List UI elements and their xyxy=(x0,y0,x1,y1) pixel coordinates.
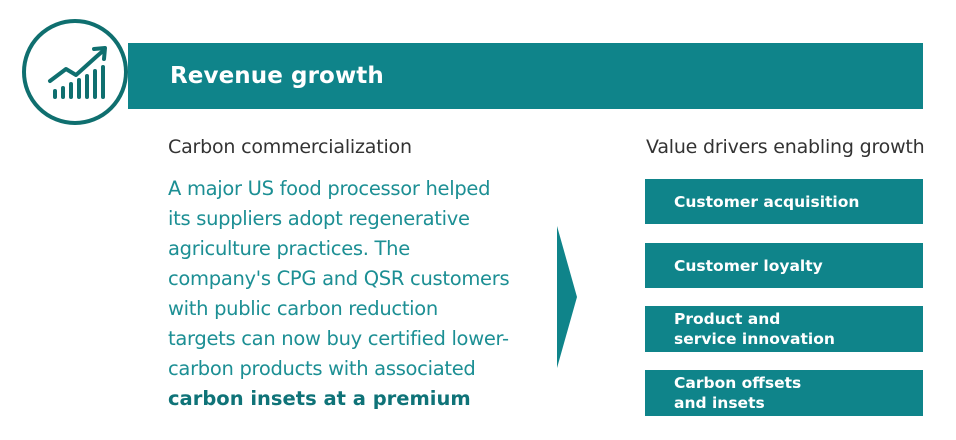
driver-box-carbon-offsets: Carbon offsets and insets xyxy=(645,370,923,416)
banner-title: Revenue growth xyxy=(170,63,384,89)
driver-label: Customer loyalty xyxy=(674,256,823,275)
driver-label: Carbon offsets xyxy=(674,374,802,392)
growth-chart-svg xyxy=(48,46,107,99)
driver-label: Customer acquisition xyxy=(674,192,860,211)
chevron-right-icon xyxy=(557,226,577,368)
case-description: A major US food processor helped its sup… xyxy=(168,174,510,414)
body-line: with public carbon reduction xyxy=(168,297,438,320)
body-line: its suppliers adopt regenerative xyxy=(168,207,470,230)
header-banner: Revenue growth xyxy=(128,43,923,109)
driver-label: Product and xyxy=(674,310,781,328)
body-line: targets can now buy certified lower- xyxy=(168,327,509,350)
driver-box-customer-loyalty: Customer loyalty xyxy=(645,243,923,288)
driver-label-line2: and insets xyxy=(674,394,765,412)
growth-chart-icon xyxy=(22,19,128,125)
left-subtitle: Carbon commercialization xyxy=(168,136,412,158)
driver-label-line2: service innovation xyxy=(674,330,835,348)
body-bold-line: carbon insets at a premium xyxy=(168,387,471,410)
body-line: agriculture practices. The xyxy=(168,237,410,260)
body-line: carbon products with associated xyxy=(168,357,476,380)
driver-box-product-innovation: Product and service innovation xyxy=(645,306,923,352)
driver-box-customer-acquisition: Customer acquisition xyxy=(645,179,923,224)
body-line: company's CPG and QSR customers xyxy=(168,267,510,290)
right-subtitle: Value drivers enabling growth xyxy=(646,136,925,158)
body-line: A major US food processor helped xyxy=(168,177,491,200)
